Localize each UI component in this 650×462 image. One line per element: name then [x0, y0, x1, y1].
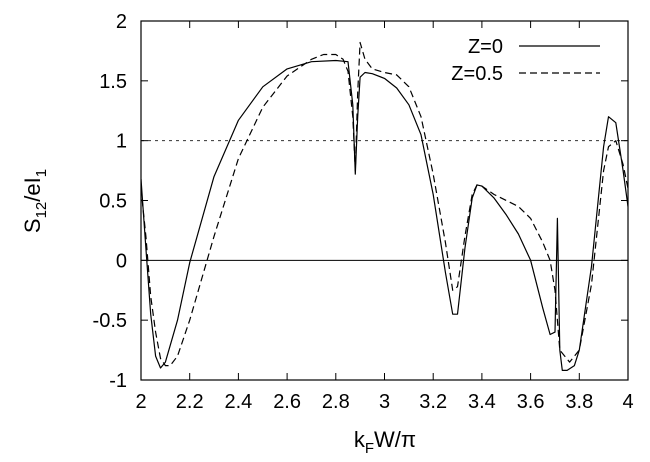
y-tick-label: -1	[109, 370, 127, 392]
x-tick-label: 4	[622, 391, 633, 413]
x-tick-label: 3.4	[468, 391, 496, 413]
y-tick-label: -0.5	[93, 310, 127, 332]
y-axis-label: S12/eI1	[20, 169, 50, 233]
y-tick-label: 1	[116, 131, 127, 153]
x-tick-label: 2.4	[224, 391, 252, 413]
y-tick-label: 0	[116, 250, 127, 272]
x-tick-label: 3.6	[517, 391, 545, 413]
x-tick-label: 2.8	[322, 391, 350, 413]
y-tick-label: 1.5	[99, 71, 127, 93]
x-tick-label: 2.6	[273, 391, 301, 413]
x-tick-label: 2	[135, 391, 146, 413]
x-tick-label: 3.2	[419, 391, 447, 413]
series-line-z05	[141, 41, 628, 367]
x-tick-label: 3.8	[565, 391, 593, 413]
x-tick-label: 2.2	[176, 391, 204, 413]
legend-label: Z=0.5	[451, 63, 503, 85]
x-axis-label: kFW/π	[354, 427, 416, 457]
y-tick-label: 0.5	[99, 191, 127, 213]
x-tick-label: 3	[379, 391, 390, 413]
y-tick-label: 2	[116, 11, 127, 33]
series-line-z0	[141, 59, 628, 371]
legend-label: Z=0	[468, 36, 503, 58]
